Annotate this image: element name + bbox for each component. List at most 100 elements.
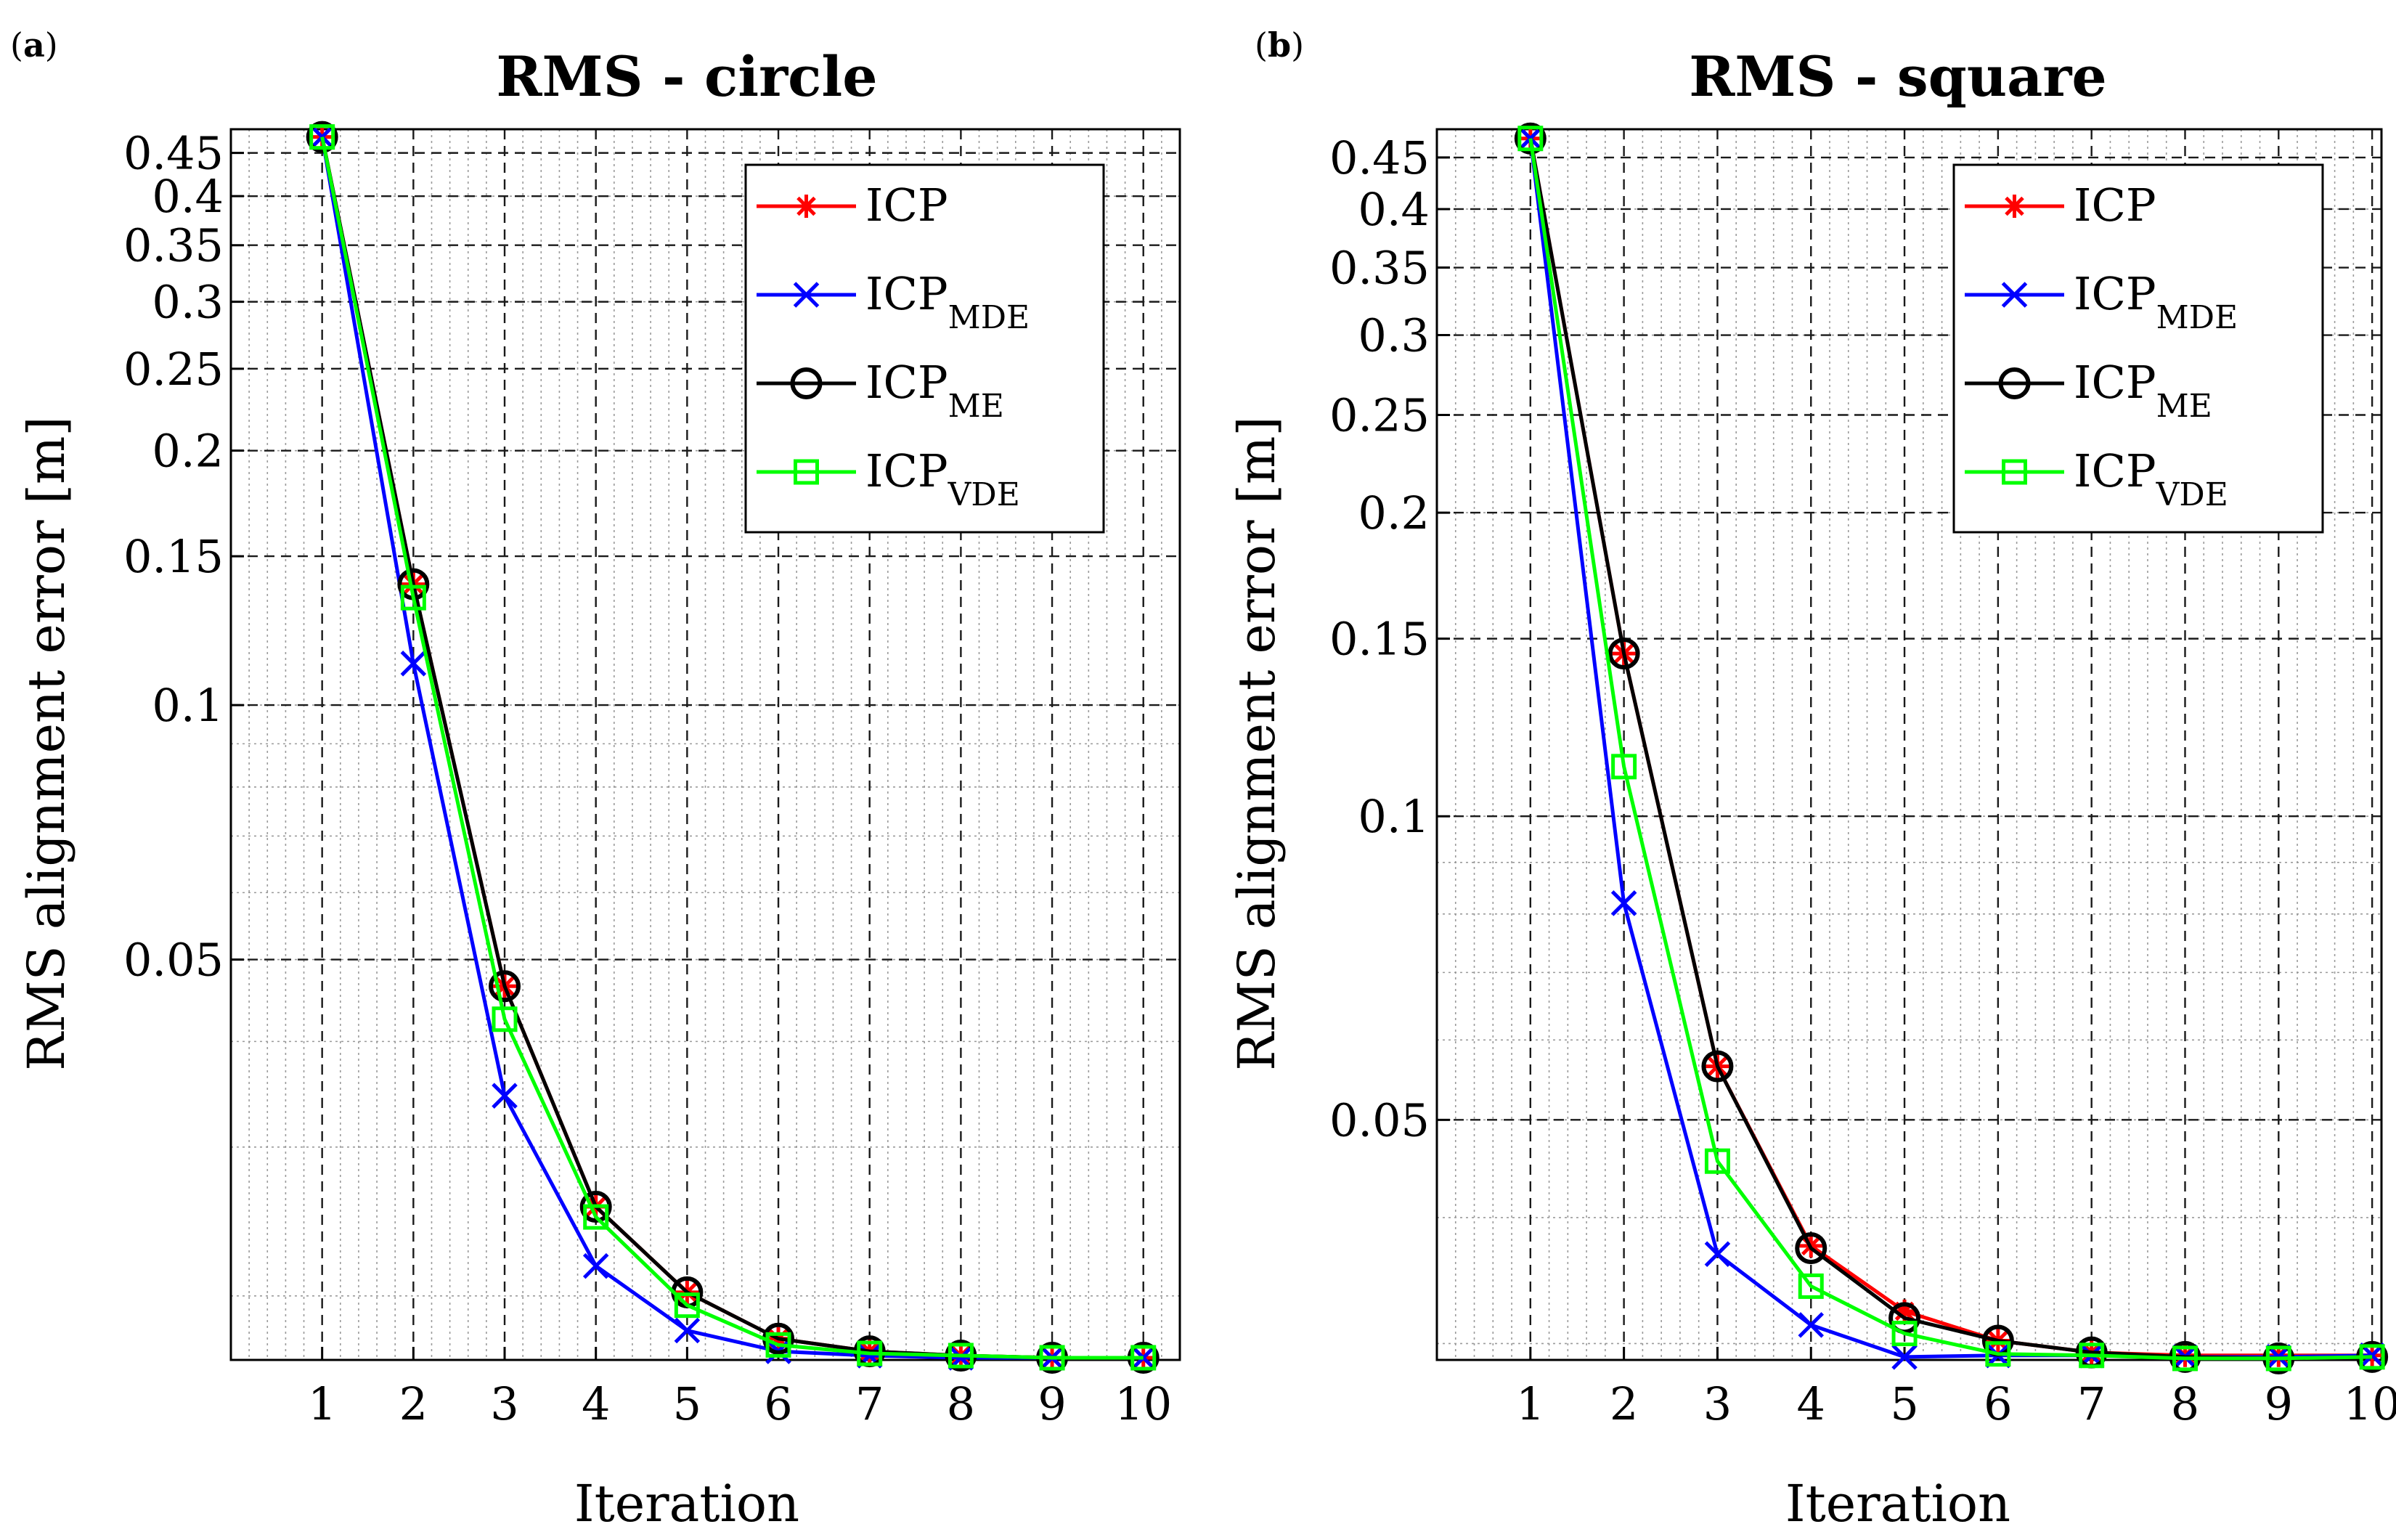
data-point (1704, 1241, 1731, 1267)
x-tick-label: 7 (855, 1377, 884, 1430)
data-point (2172, 1345, 2198, 1372)
legend-entry: ICPME (1965, 356, 2212, 425)
data-point (1891, 1344, 1918, 1370)
axes-box (229, 128, 1181, 1361)
legend-entry: ICPVDE (757, 444, 1020, 513)
data-point (1517, 126, 1544, 152)
legend-label-subscript: VDE (2156, 476, 2228, 513)
x-tick-label: 7 (2077, 1377, 2106, 1430)
y-axis-label: RMS alignment error [m] (17, 416, 76, 1070)
x-tick-label: 2 (399, 1377, 428, 1430)
x-tick-label: 3 (1703, 1377, 1732, 1430)
legend-marker (1998, 367, 2031, 399)
y-tick-label: 0.35 (123, 219, 224, 272)
legend-label-subscript: MDE (2156, 299, 2238, 336)
data-point (1795, 1232, 1827, 1265)
x-tick-label: 10 (2344, 1377, 2396, 1430)
legend-label: ICP (2074, 179, 2156, 232)
data-point (309, 124, 335, 150)
panel-label-prefix: ( (1255, 25, 1268, 65)
x-tick-label: 10 (1115, 1377, 1172, 1430)
panel-label: (b) (1255, 25, 1304, 65)
series-line (1528, 138, 2373, 1361)
y-axis-label: RMS alignment error [m] (1227, 416, 1287, 1070)
x-axis-label: Iteration (1785, 1474, 2010, 1533)
x-tick-label: 5 (673, 1377, 701, 1430)
x-tick-label: 6 (764, 1377, 792, 1430)
y-tick-label: 0.1 (1358, 790, 1430, 843)
x-tick-label: 6 (1984, 1377, 2012, 1430)
x-tick-label: 2 (1610, 1377, 1638, 1430)
panel-label-letter: a (23, 25, 45, 65)
data-point (1611, 754, 1637, 780)
data-point (857, 1340, 883, 1366)
legend-marker (794, 459, 819, 485)
data-point (1130, 1345, 1157, 1371)
legend-label: ICPMDE (2074, 267, 2238, 336)
y-tick-label: 0.3 (1358, 309, 1430, 362)
x-tick-label: 4 (1797, 1377, 1825, 1430)
legend-label-name: ICP (2074, 267, 2156, 320)
legend-entry: ICPME (757, 356, 1004, 425)
legend-marker (790, 367, 823, 399)
data-point (2359, 1344, 2385, 1370)
y-tick-label: 0.15 (123, 530, 224, 583)
data-point (948, 1343, 974, 1369)
legend-marker (794, 195, 818, 218)
y-tick-label: 0.2 (1358, 486, 1430, 539)
legend-marker (2001, 282, 2028, 308)
legend-entry: ICPMDE (757, 267, 1030, 336)
y-tick-label: 0.05 (1329, 1093, 1430, 1146)
data-point (2079, 1343, 2105, 1369)
data-point (492, 1083, 518, 1109)
data-point (1610, 890, 1637, 916)
legend-label: ICPVDE (865, 444, 1020, 513)
y-tick-label: 0.35 (1329, 242, 1430, 295)
legend-label-name: ICP (865, 444, 948, 497)
panel-label-prefix: ( (10, 25, 23, 65)
legend-label: ICPME (865, 356, 1004, 425)
panel-label-letter: b (1268, 25, 1291, 65)
legend-label-name: ICP (2074, 356, 2156, 409)
y-tick-label: 0.1 (152, 679, 224, 732)
legend-label-name: ICP (865, 267, 948, 320)
data-point (579, 1191, 612, 1223)
data-point (1798, 1273, 1824, 1299)
series-icp-vde (1517, 126, 2385, 1372)
y-tick-label: 0.25 (1329, 388, 1430, 441)
y-tick-label: 0.2 (152, 425, 224, 478)
y-tick-label: 0.45 (1329, 131, 1430, 184)
legend-entry: ICPMDE (1965, 267, 2238, 336)
x-axis-label: Iteration (574, 1474, 799, 1533)
panel-a: 1 2 3 4 5 6 7 8 9 10 0.450.40.350.3 0.25 0.2 0.15 0.1 0… (10, 25, 1181, 1533)
data-point (489, 970, 521, 1003)
y-tick-label: 0.4 (152, 170, 224, 223)
y-tick-label: 0.4 (1358, 183, 1430, 236)
data-point (1704, 1148, 1730, 1174)
legend-marker (793, 282, 820, 308)
data-point (1039, 1345, 1065, 1371)
data-point (1514, 122, 1547, 155)
data-point (306, 121, 338, 153)
data-point (1798, 1312, 1825, 1338)
data-point (1701, 1050, 1734, 1083)
legend-label: ICPVDE (2074, 444, 2228, 513)
legend-entry: ICP (757, 179, 948, 232)
x-tick-label: 5 (1890, 1377, 1918, 1430)
data-point (674, 1317, 701, 1344)
series-line (320, 137, 1144, 1360)
data-point (400, 651, 427, 677)
x-tick-label: 1 (308, 1377, 336, 1430)
legend-label-subscript: ME (948, 388, 1004, 425)
panel-label: (a) (10, 25, 58, 65)
x-tick-label: 8 (2171, 1377, 2199, 1430)
legend-label-name: ICP (2074, 179, 2156, 232)
data-point (582, 1252, 609, 1279)
legend-marker (2002, 195, 2026, 218)
legend-entry: ICPVDE (1965, 444, 2228, 513)
chart-title: RMS - square (1689, 44, 2106, 109)
y-tick-label: 0.3 (152, 276, 224, 329)
